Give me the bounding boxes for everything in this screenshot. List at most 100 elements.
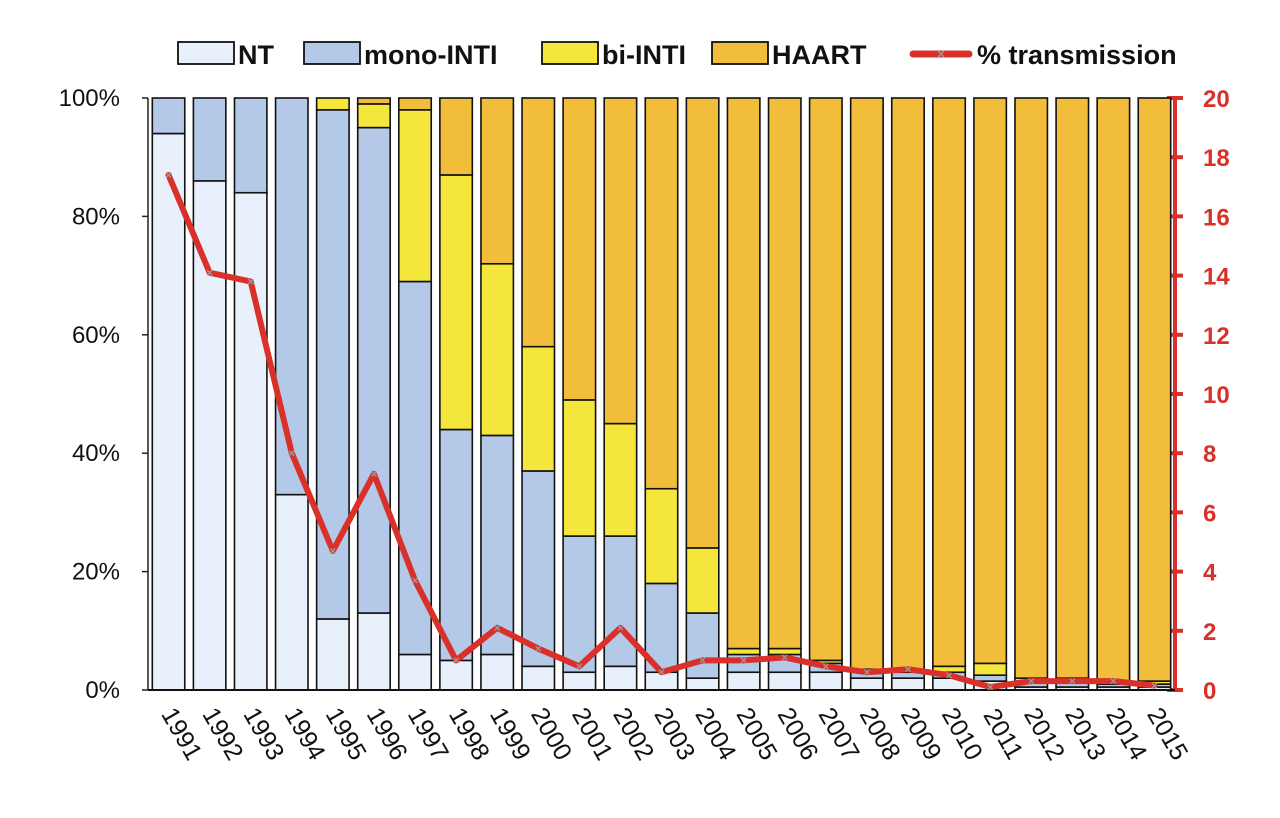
bar-segment xyxy=(685,97,720,549)
legend-item: mono-INTI xyxy=(303,40,497,70)
point-marker xyxy=(1028,678,1035,685)
x-tick-label: 2011 xyxy=(978,704,1029,765)
bar-segment xyxy=(151,132,186,691)
x-tick-label: 2010 xyxy=(936,703,988,765)
bar-segment xyxy=(521,470,556,668)
right-tick-label: 2 xyxy=(1203,619,1216,646)
x-tick-label: 2006 xyxy=(772,703,824,765)
transmission-point xyxy=(658,669,665,676)
point-marker xyxy=(165,171,172,178)
bar-segment xyxy=(973,674,1008,682)
right-tick-label: 18 xyxy=(1203,145,1230,172)
x-tick-label: 2004 xyxy=(689,703,741,765)
transmission-point xyxy=(904,666,911,673)
point-marker xyxy=(740,657,747,664)
left-tick-label: 100% xyxy=(59,85,120,112)
bar-segment xyxy=(439,428,474,662)
point-marker xyxy=(576,663,583,670)
x-tick-label: 2008 xyxy=(854,703,906,765)
x-tick-label: 1998 xyxy=(443,703,495,765)
bar-segment xyxy=(521,97,556,348)
point-marker xyxy=(206,269,213,276)
stacked-bars xyxy=(148,97,1175,691)
transmission-point xyxy=(863,669,870,676)
bar-segment xyxy=(932,97,967,668)
bar-segment xyxy=(849,97,884,671)
left-tick-label: 20% xyxy=(72,559,120,586)
point-marker xyxy=(494,624,501,631)
bar-segment xyxy=(521,345,556,472)
legend-label: bi-INTI xyxy=(602,40,686,70)
x-tick-label: 2000 xyxy=(525,703,577,765)
transmission-point xyxy=(1069,678,1076,685)
point-marker xyxy=(781,654,788,661)
bar-segment xyxy=(439,659,474,691)
bar-segment xyxy=(726,97,761,650)
x-tick-label: 1997 xyxy=(402,703,454,765)
point-marker xyxy=(658,669,665,676)
bar-segment xyxy=(480,653,515,691)
transmission-point xyxy=(699,657,706,664)
transmission-point xyxy=(740,657,747,664)
legend-label: NT xyxy=(238,40,274,70)
bar-segment xyxy=(562,671,597,691)
bar-segment xyxy=(356,103,391,129)
transmission-point xyxy=(576,663,583,670)
bar-segment xyxy=(603,665,638,691)
bar-segment xyxy=(233,97,268,194)
right-tick-label: 16 xyxy=(1203,204,1230,231)
right-tick-label: 0 xyxy=(1203,678,1216,705)
right-tick-label: 10 xyxy=(1203,382,1230,409)
bar-segment xyxy=(315,618,350,691)
point-marker xyxy=(699,657,706,664)
point-marker xyxy=(329,547,336,554)
bar-segment xyxy=(726,647,761,656)
x-tick-label: 1999 xyxy=(484,703,536,765)
bar-segment xyxy=(151,97,186,135)
left-y-axis: 0% 20% 40% 60% 80% 100% xyxy=(59,85,149,704)
x-tick-label: 2005 xyxy=(731,703,783,765)
bar-segment xyxy=(767,97,802,650)
transmission-point xyxy=(453,657,460,664)
transmission-point xyxy=(946,672,953,679)
transmission-point xyxy=(617,624,624,631)
legend: NT mono-INTI bi-INTI HAART % transmission xyxy=(177,40,1177,70)
legend-marker xyxy=(937,50,945,58)
bar-segment xyxy=(644,97,679,490)
point-marker xyxy=(1151,682,1158,689)
x-tick-label: 2003 xyxy=(648,703,700,765)
bar-segment xyxy=(644,487,679,585)
x-tick-label: 1994 xyxy=(279,703,331,765)
point-marker xyxy=(453,657,460,664)
bar-segment xyxy=(808,97,843,662)
x-tick-label: 2009 xyxy=(895,703,947,765)
point-marker xyxy=(1110,678,1117,685)
legend-swatch xyxy=(177,41,235,65)
bar-segment xyxy=(233,191,268,691)
bar-segment xyxy=(685,612,720,679)
bar-segment xyxy=(603,97,638,425)
transmission-point xyxy=(1110,678,1117,685)
bar-segment xyxy=(397,109,433,283)
bar-segment xyxy=(356,126,391,614)
bar-segment xyxy=(480,97,515,265)
bar-segment xyxy=(890,677,926,691)
right-tick-label: 8 xyxy=(1203,441,1216,468)
transmission-point xyxy=(822,663,829,670)
transmission-point xyxy=(288,450,295,457)
bar-segment xyxy=(274,493,309,691)
transmission-point xyxy=(494,624,501,631)
right-tick-label: 6 xyxy=(1203,500,1216,527)
x-tick-label: 2013 xyxy=(1059,703,1111,765)
legend-swatch xyxy=(541,41,599,65)
bar-segment xyxy=(192,180,227,691)
transmission-line xyxy=(165,171,1158,691)
right-tick-label: 4 xyxy=(1203,560,1217,587)
bar-segment xyxy=(521,665,556,691)
legend-item: % transmission xyxy=(909,40,1177,70)
x-tick-label: 1993 xyxy=(238,703,290,765)
point-marker xyxy=(617,624,624,631)
bar-segment xyxy=(439,97,474,176)
legend-label: % transmission xyxy=(977,40,1177,70)
